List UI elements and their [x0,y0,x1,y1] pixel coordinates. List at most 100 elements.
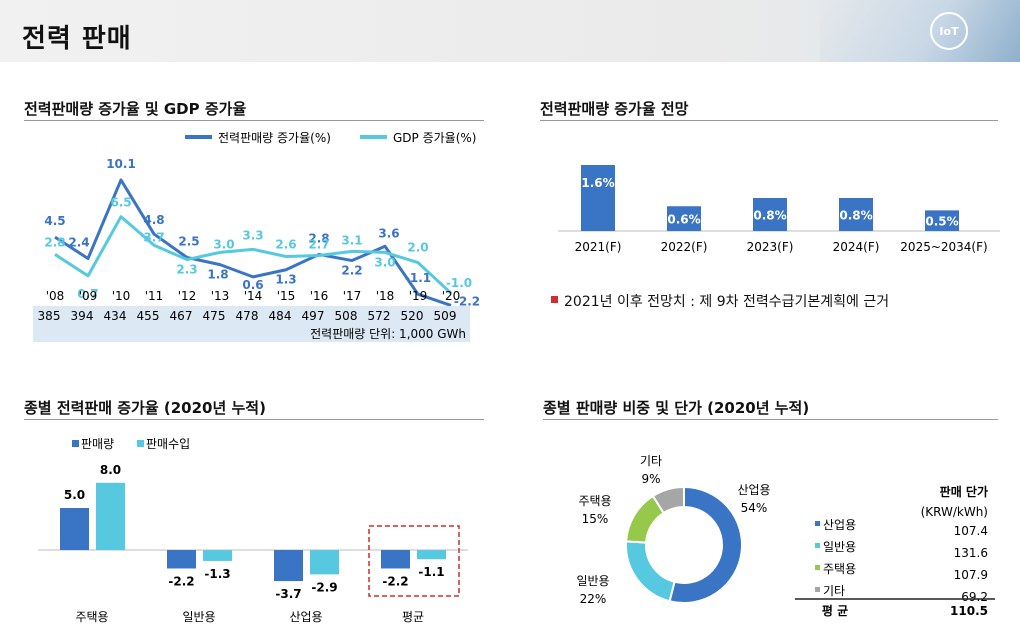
share-donut-chart: 산업용 54% 주택용 15% 일반용 22% 기타 9% 판매 단가 (KRW/kWh) 산업용 1… [576,454,995,618]
sales-table-cell: 520 [401,309,424,323]
price-table-unit: (KRW/kWh) [921,505,988,519]
data-label-sales: 10.1 [106,157,136,171]
outlook-bar [753,198,787,231]
data-label-sales: 3.6 [378,226,399,240]
data-label-gdp: 0.7 [77,287,98,301]
by-type-bar-chart: 판매량 판매수입 5.0 8.0 주택용 -2.2 -1.3 일반용 -3.7 -2.9 산업용 -2… [38,437,468,624]
outlook-bar [925,210,959,231]
price-row-label: 기타 [823,584,845,598]
x-tick-label: '12 [178,289,197,303]
section-divider [24,120,484,121]
x-tick-label: '16 [310,289,329,303]
price-total-label: 평 균 [822,604,848,618]
slice-category-label: 기타 [640,454,662,468]
bar-label-sales: 5.0 [64,488,85,502]
page-title: 전력 판매 [22,24,132,54]
bar-label-sales: -3.7 [275,587,301,601]
slice-percent-label: 15% [582,512,609,526]
x-tick-label: 주택용 [75,610,108,624]
data-label-gdp: 3.0 [374,255,395,269]
slice-category-label: 일반용 [576,574,609,588]
price-row-swatch [815,543,820,548]
x-tick-label: '09 [79,289,98,303]
donut-slice [625,540,676,603]
price-row-label: 산업용 [823,518,856,532]
highlight-box [368,525,460,597]
data-label-sales: 2.2 [341,264,362,278]
bar-revenue [310,550,339,575]
legend-swatch-sales [72,440,79,447]
section-title-share-price: 종별 판매량 비중 및 단가 (2020년 누적) [543,399,810,417]
price-row-swatch [815,521,820,526]
x-tick-label: '10 [112,289,131,303]
x-tick-label: '19 [409,289,428,303]
x-tick-label: '11 [145,289,164,303]
x-tick-label: '15 [277,289,296,303]
data-label-sales: 1.8 [207,268,228,282]
bar-sales [381,550,410,569]
x-tick-label: '18 [376,289,395,303]
sales-table-cell: 385 [38,309,61,323]
section-title-outlook: 전력판매량 증가율 전망 [540,100,689,118]
legend-label-gdp: GDP 증가율(%) [393,131,476,145]
outlook-note: 2021년 이후 전망치 : 제 9차 전력수급기본계획에 근거 [564,294,890,310]
data-label-sales: 1.3 [275,273,296,287]
legend-swatch-revenue [137,440,144,447]
sales-table-note: 전력판매량 단위: 1,000 GWh [310,327,466,341]
sales-table-cell: 475 [203,309,226,323]
section-divider [540,120,998,121]
x-tick-label: 2021(F) [575,240,622,254]
donut-slice [651,485,685,515]
data-label-gdp: 2.8 [44,235,65,249]
bar-revenue [417,550,446,560]
bar-label-revenue: -2.9 [311,580,337,594]
slice-percent-label: 9% [641,472,660,486]
sales-table-cell: 508 [335,309,358,323]
price-row-value: 107.4 [954,524,988,538]
data-label-sales: -2.2 [454,294,480,308]
outlook-bar-label: 0.8% [839,209,872,223]
section-divider [24,419,484,420]
slice-percent-label: 54% [741,501,768,515]
outlook-bar-chart: 1.6% 2021(F) 0.6% 2022(F) 0.8% 2023(F) 0.8% 202… [558,165,1000,254]
data-label-sales: 2.5 [178,235,199,249]
x-tick-label: 일반용 [182,610,215,624]
sales-table-cell: 497 [302,309,325,323]
sales-table-cell: 572 [368,309,391,323]
outlook-bar-label: 0.8% [753,209,786,223]
sales-table-cell: 394 [71,309,94,323]
data-label-sales: 4.8 [143,213,164,227]
x-tick-label: '14 [244,289,263,303]
data-label-gdp: -1.0 [446,276,472,290]
slice-percent-label: 22% [580,592,607,606]
section-divider [543,419,998,420]
bar-label-sales: -2.2 [382,574,408,588]
slice-category-label: 주택용 [578,494,611,508]
data-label-sales: 4.5 [44,214,65,228]
data-label-sales: 0.6 [242,278,263,292]
bar-label-revenue: -1.1 [418,565,444,579]
price-row-swatch [815,565,820,570]
section-title-growth-gdp: 전력판매량 증가율 및 GDP 증가율 [24,100,247,118]
price-row-label: 주택용 [823,562,856,576]
sales-table-cell: 478 [236,309,259,323]
outlook-bar-label: 1.6% [581,176,614,190]
outlook-bar [839,198,873,231]
x-tick-label: 2022(F) [661,240,708,254]
data-label-gdp: 2.7 [308,237,329,251]
outlook-bar-label: 0.6% [667,213,700,227]
sales-table-cell: 467 [170,309,193,323]
bar-label-sales: -2.2 [168,574,194,588]
data-label-sales: -1.1 [405,271,431,285]
sales-table-cell: 455 [137,309,160,323]
bar-label-revenue: -1.3 [204,567,230,581]
note-bullet-icon [551,296,558,303]
price-row-label: 일반용 [823,540,856,554]
data-label-gdp: 3.0 [213,237,234,251]
iot-icon: IoT [930,12,968,50]
x-tick-label: 2025~2034(F) [900,240,987,254]
data-label-sales: 2.8 [308,231,329,245]
x-tick-label: '13 [211,289,230,303]
data-label-gdp: 2.6 [275,237,296,251]
legend-label-revenue: 판매수입 [146,437,190,451]
